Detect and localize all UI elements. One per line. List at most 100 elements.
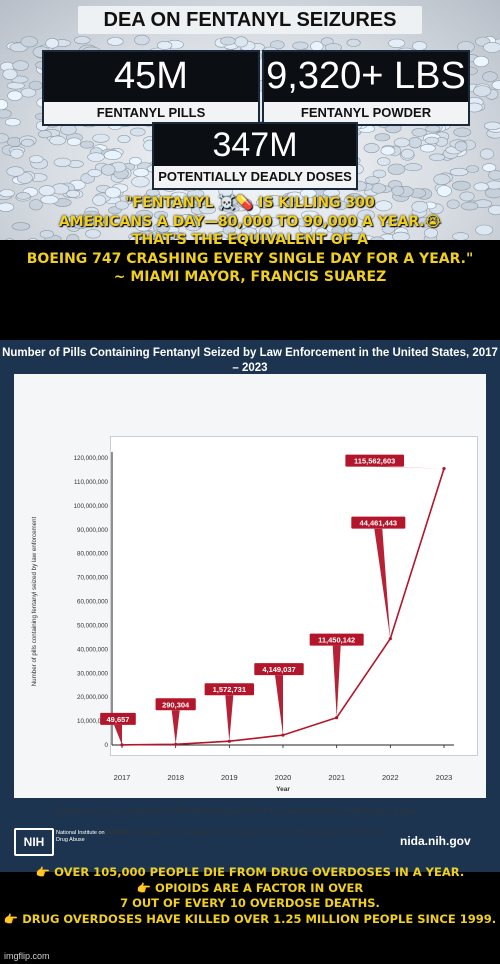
pill-shape (105, 186, 122, 199)
pill-shape (12, 60, 29, 71)
pill-shape (222, 225, 236, 236)
pill-shape (100, 164, 116, 176)
pill-shape (130, 127, 146, 137)
pill-shape (0, 189, 15, 198)
pill-shape (66, 189, 81, 198)
pill-shape (129, 156, 142, 166)
pill-shape (433, 173, 451, 185)
data-point (388, 637, 392, 641)
pill-shape (380, 145, 396, 156)
pill-shape (425, 124, 441, 133)
nida-chart-panel: Number of Pills Containing Fentanyl Seiz… (0, 340, 500, 872)
pill-shape (315, 227, 329, 238)
pill-shape (103, 150, 122, 160)
pill-shape (117, 135, 131, 144)
pill-shape (240, 227, 257, 237)
data-label-pointer (370, 466, 444, 469)
pill-shape (343, 194, 358, 207)
pill-shape (85, 229, 101, 239)
pill-shape (0, 99, 9, 111)
pill-shape (193, 198, 211, 206)
data-point (174, 742, 178, 746)
pill-shape (347, 225, 363, 234)
pill-shape (488, 204, 500, 216)
pill-shape (482, 163, 497, 172)
pill-shape (466, 165, 480, 173)
x-tick-label: 2018 (167, 773, 184, 782)
pill-shape (224, 195, 240, 206)
data-label-box (204, 683, 255, 696)
pill-shape (222, 204, 240, 213)
pill-shape (5, 238, 15, 240)
pill-shape (11, 222, 31, 231)
pill-shape (391, 185, 405, 196)
pill-shape (220, 36, 236, 46)
data-label: 1,572,731 (213, 685, 246, 694)
pill-shape (0, 133, 9, 144)
pill-shape (331, 225, 346, 236)
x-axis-title: Year (276, 786, 290, 793)
data-label: 4,149,037 (262, 665, 295, 674)
pill-shape (416, 216, 434, 228)
pill-shape (87, 169, 102, 178)
pill-shape (374, 133, 391, 142)
pill-shape (156, 41, 173, 50)
stat-deadly-doses: 347M POTENTIALLY DEADLY DOSES (152, 122, 358, 190)
pill-shape (153, 211, 168, 220)
pill-shape (66, 233, 80, 240)
mayor-quote: "FENTANYL ☠️💊 IS KILLING 300 AMERICANS A… (0, 194, 500, 287)
pill-shape (28, 80, 43, 91)
quote-line: AMERICANS A DAY—80,000 TO 90,000 A YEAR.… (58, 213, 442, 230)
fact-line: 👉 OPIOIDS ARE A FACTOR IN OVER (136, 880, 364, 895)
pill-shape (459, 191, 475, 202)
pill-shape (16, 192, 31, 200)
pill-shape (27, 238, 38, 240)
nih-logo: NIH (14, 828, 54, 856)
reference-label: Reference: (104, 830, 136, 836)
pill-shape (454, 140, 468, 152)
pill-shape (135, 221, 152, 232)
x-tick-label: 2017 (114, 773, 131, 782)
quote-line: THAT'S THE EQUIVALENT OF A (131, 232, 369, 248)
stat-fentanyl-powder: 9,320+ LBS FENTANYL POWDER (262, 50, 470, 126)
pill-shape (436, 185, 452, 197)
pill-shape (256, 197, 273, 209)
y-tick-label: 0 (105, 742, 109, 749)
y-tick-label: 110,000,000 (74, 479, 109, 486)
data-label-box (309, 633, 364, 646)
pill-shape (372, 169, 387, 179)
pill-shape (364, 176, 380, 185)
stat-label: FENTANYL POWDER (264, 102, 468, 124)
pill-shape (424, 136, 439, 145)
pill-shape (265, 217, 280, 227)
y-tick-label: 50,000,000 (77, 622, 109, 629)
pill-shape (2, 68, 18, 80)
pill-shape (156, 223, 170, 233)
pill-shape (20, 138, 35, 147)
pill-shape (234, 36, 248, 48)
y-tick-label: 90,000,000 (77, 527, 109, 534)
pill-shape (133, 168, 149, 178)
pill-shape (479, 148, 495, 160)
imgflip-watermark: imgflip.com (4, 951, 50, 961)
pill-shape (411, 128, 427, 137)
pill-shape (461, 201, 479, 211)
pill-shape (346, 38, 361, 47)
pill-shape (381, 223, 395, 234)
pill-shape (401, 148, 415, 159)
pill-shape (451, 180, 471, 191)
data-label-box (254, 663, 304, 676)
pill-shape (0, 202, 15, 212)
y-tick-label: 70,000,000 (77, 575, 109, 582)
data-point (227, 739, 231, 743)
pill-shape (129, 235, 143, 240)
pill-shape (475, 224, 494, 236)
pill-shape (45, 37, 60, 49)
pill-shape (483, 42, 500, 53)
pill-shape (4, 118, 21, 127)
fact-line: 7 OUT OF EVERY 10 OVERDOSE DEATHS. (120, 896, 380, 910)
pill-shape (53, 157, 72, 167)
stat-value: 347M (212, 126, 298, 164)
overdose-facts: 👉 OVER 105,000 PEOPLE DIE FROM DRUG OVER… (0, 865, 500, 927)
pill-shape (92, 133, 110, 143)
